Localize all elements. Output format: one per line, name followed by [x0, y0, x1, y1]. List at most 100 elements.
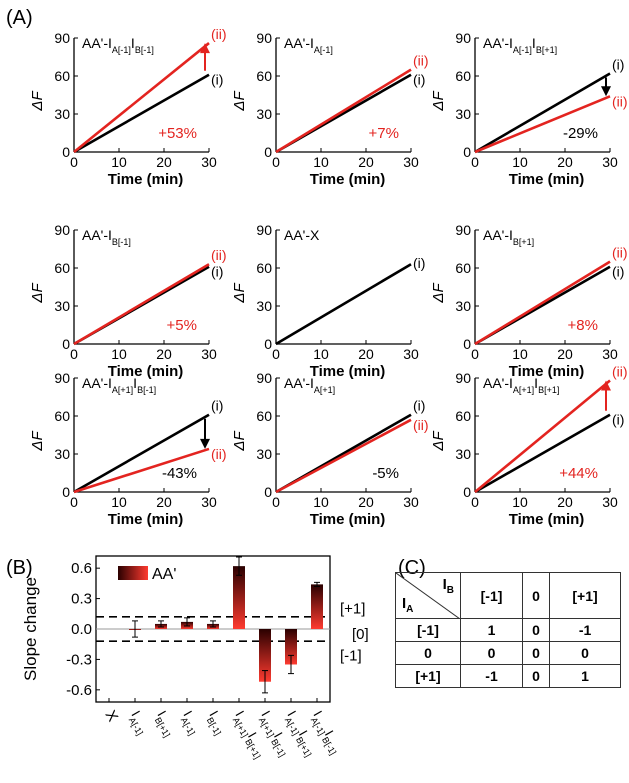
line-plot-7: 0 30 60 90 0 10 20 30 Time (min) ΔF AA'-IA[+1]IB[-… [29, 370, 227, 528]
row-header: [+1] [395, 664, 461, 688]
y-tick-label: 90 [256, 222, 272, 238]
legend-label: AA' [152, 566, 176, 583]
y-tick-label: 60 [54, 260, 70, 276]
x-tick-label: 30 [201, 494, 217, 510]
bar [259, 629, 271, 682]
series-line [474, 260, 611, 346]
series-label: (i) [612, 264, 624, 280]
y-tick-label: 60 [256, 408, 272, 424]
y-tick-label: 0.6 [71, 560, 92, 577]
x-tick-label: 30 [403, 494, 419, 510]
y-axis-label: ΔF [231, 431, 248, 452]
percent-change: +8% [568, 317, 598, 334]
table-corner: IB IA [395, 572, 461, 619]
y-tick-label: 0.0 [71, 621, 92, 638]
y-tick-label: 90 [455, 222, 471, 238]
y-tick-label: 60 [455, 68, 471, 84]
series-label: (i) [413, 398, 425, 414]
percent-change: -43% [162, 465, 197, 482]
x-tick-label: 0 [70, 154, 78, 170]
band-label: [-1] [340, 647, 362, 664]
col-header: [-1] [459, 572, 524, 619]
table-cell: 0 [459, 641, 524, 665]
table-cell: -1 [549, 618, 621, 642]
series-label: (ii) [612, 245, 628, 261]
y-tick-label: 0 [463, 144, 471, 160]
arrow-head [200, 438, 210, 449]
category-label: X [102, 708, 122, 725]
y-tick-label: 0 [62, 336, 70, 352]
x-tick-label: 10 [313, 494, 329, 510]
x-tick-label: 10 [111, 346, 127, 362]
col-header: [+1] [549, 572, 621, 619]
y-tick-label: 30 [455, 106, 471, 122]
x-tick-label: 10 [313, 346, 329, 362]
series-line [73, 447, 210, 494]
x-axis-label: Time (min) [310, 363, 386, 380]
y-axis-label: ΔF [231, 91, 248, 112]
series-label: (ii) [612, 364, 628, 380]
x-tick-label: 30 [403, 346, 419, 362]
y-tick-label: 90 [54, 30, 70, 46]
y-axis-label: Slope change [21, 577, 40, 681]
x-tick-label: 10 [512, 346, 528, 362]
y-tick-label: 60 [54, 408, 70, 424]
series-line [73, 263, 210, 346]
table-cell: 0 [549, 641, 621, 665]
y-tick-label: 30 [54, 446, 70, 462]
x-tick-label: 20 [156, 154, 172, 170]
x-axis-label: Time (min) [108, 363, 184, 380]
trust-table: IB IA [-1] 0 [+1] [-1] 1 0 -1 0 0 0 0 [+… [395, 572, 621, 688]
x-axis-label: Time (min) [509, 171, 585, 188]
category-label: IB[+1] [151, 708, 180, 739]
corner-diagonal [396, 573, 460, 619]
x-axis-label: Time (min) [310, 511, 386, 528]
line-plot-6: 0 30 60 90 0 10 20 30 Time (min) ΔF AA'-IB[+1] (i) (… [430, 222, 628, 380]
x-axis-label: Time (min) [509, 511, 585, 528]
x-axis-label: Time (min) [108, 511, 184, 528]
y-tick-label: 0 [62, 144, 70, 160]
table-row: 0 0 0 0 [395, 641, 621, 665]
bar [233, 566, 245, 629]
corner-bottom-label: IA [402, 595, 414, 615]
series-label: (i) [612, 56, 624, 72]
line-plot-2: 0 30 60 90 0 10 20 30 Time (min) ΔF AA'-IA[-1] (i) (… [231, 30, 429, 188]
x-axis-label: Time (min) [108, 171, 184, 188]
x-tick-label: 20 [557, 154, 573, 170]
panel-label-a: (A) [6, 7, 33, 29]
x-tick-label: 0 [272, 154, 280, 170]
series-label: (i) [211, 264, 223, 280]
col-header: 0 [522, 572, 551, 619]
series-label: (i) [612, 412, 624, 428]
y-tick-label: -0.3 [66, 651, 92, 668]
x-tick-label: 10 [313, 154, 329, 170]
y-tick-label: 0 [264, 144, 272, 160]
y-tick-label: 0.3 [71, 591, 92, 608]
line-plot-4: 0 30 60 90 0 10 20 30 Time (min) ΔF AA'-IB[-1] (i)(… [29, 222, 227, 380]
category-label: IA[-1]IB[-1] [307, 708, 346, 757]
series-line [474, 72, 611, 154]
y-tick-label: 90 [54, 222, 70, 238]
x-tick-label: 0 [70, 494, 78, 510]
series-label: (ii) [211, 247, 227, 263]
series-line [275, 68, 412, 154]
y-tick-label: 90 [256, 30, 272, 46]
series-line [474, 413, 611, 494]
x-tick-label: 10 [512, 494, 528, 510]
x-tick-label: 30 [602, 346, 618, 362]
series-label: (ii) [211, 26, 227, 42]
line-plot-8: 0 30 60 90 0 10 20 30 Time (min) ΔF AA'-IA[+1] (i) (… [231, 370, 429, 528]
x-tick-label: 20 [358, 346, 374, 362]
series-label: (i) [413, 255, 425, 271]
line-plot-5: 0 30 60 90 0 10 20 30 Time (min) ΔF AA'-X (i) [231, 222, 425, 380]
y-tick-label: 90 [256, 370, 272, 386]
row-header: [-1] [395, 618, 461, 642]
arrow-head [601, 380, 611, 391]
y-tick-label: 0 [62, 484, 70, 500]
legend-swatch [118, 566, 148, 580]
series-label: (ii) [612, 93, 628, 109]
x-tick-label: 30 [602, 154, 618, 170]
series-line [275, 263, 412, 346]
category-label: IB[-1] [203, 708, 231, 737]
